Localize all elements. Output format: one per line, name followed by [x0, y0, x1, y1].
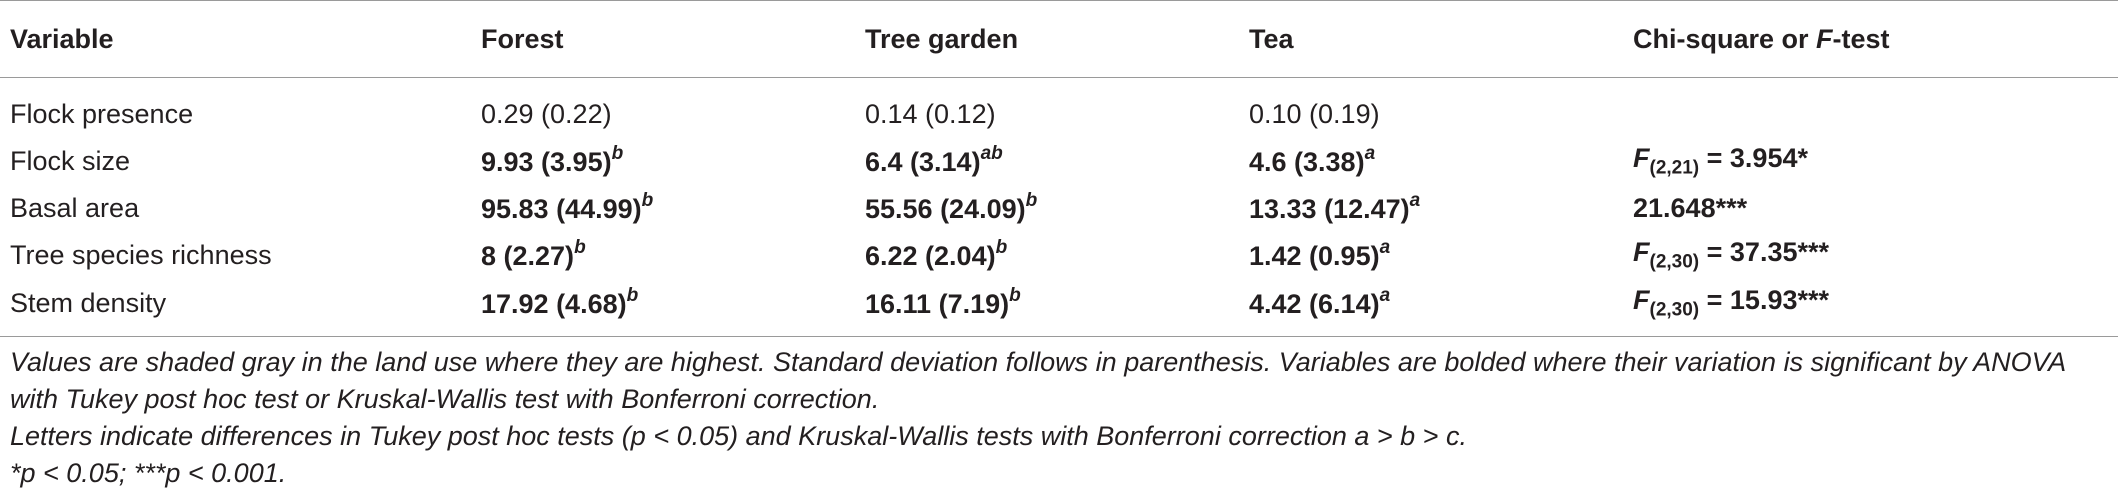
cell-tree-garden-letter: b: [1009, 285, 1021, 306]
footnote-letters: Letters indicate differences in Tukey po…: [10, 421, 1467, 451]
cell-tea-letter: a: [1409, 189, 1421, 211]
cell-test-value: = 15.93***: [1699, 285, 1829, 316]
header-tree-garden: Tree garden: [865, 23, 1019, 54]
cell-tree-garden-letter: ab: [980, 142, 1003, 164]
cell-forest-value: 17.92 (4.68): [481, 289, 627, 319]
cell-forest: 9.93 (3.95)b: [471, 138, 855, 185]
footnote-shading: Values are shaded gray in the land use w…: [10, 347, 2066, 414]
cell-forest-letter: b: [574, 236, 586, 258]
cell-tree-garden: 55.56 (24.09)b: [855, 185, 1239, 232]
cell-forest-value: 9.93 (3.95): [481, 146, 612, 177]
header-test-f-symbol: F: [1816, 23, 1833, 54]
table-row: Flock presence 0.29 (0.22) 0.14 (0.12) 0.10…: [0, 78, 2118, 138]
cell-test-stat: F: [1633, 236, 1650, 267]
table-header: Variable Forest Tree garden Tea Chi-squa…: [0, 0, 2118, 78]
table-row: Stem density 17.92 (4.68)b 16.11 (7.19)b 4.…: [0, 279, 2118, 329]
cell-tree-garden: 16.11 (7.19)b: [855, 279, 1239, 329]
cell-test-df: (2,30): [1649, 251, 1700, 273]
table-row: Tree species richness 8 (2.27)b 6.22 (2.04…: [0, 232, 2118, 279]
cell-test-value: = 3.954*: [1699, 142, 1808, 173]
cell-test-df: (2,21): [1649, 157, 1700, 179]
header-tea: Tea: [1249, 23, 1294, 54]
cell-tree-garden: 6.22 (2.04)b: [855, 232, 1239, 279]
cell-forest-letter: b: [626, 285, 639, 306]
header-forest: Forest: [481, 23, 564, 54]
cell-forest: 95.83 (44.99)b: [471, 185, 855, 232]
table-row: Basal area 95.83 (44.99)b 55.56 (24.09)b 13…: [0, 185, 2118, 232]
cell-test: 21.648***: [1623, 185, 2118, 232]
cell-tea-value: 13.33 (12.47): [1249, 193, 1410, 224]
cell-tree-garden-value: 16.11 (7.19): [865, 289, 1010, 319]
header-test: Chi-square or F-test: [1633, 23, 1890, 54]
cell-tea-value: 1.42 (0.95): [1249, 240, 1380, 271]
cell-tea-value: 0.10 (0.19): [1249, 99, 1380, 130]
cell-tea-letter: a: [1379, 236, 1391, 258]
cell-test: F(2,30) = 15.93***: [1623, 279, 2118, 329]
cell-tree-garden-value: 0.14 (0.12): [865, 99, 996, 130]
header-variable: Variable: [10, 23, 114, 54]
table-footnotes: Values are shaded gray in the land use w…: [10, 344, 2105, 492]
cell-test-value: 21.648***: [1633, 192, 1748, 223]
cell-tree-garden: 0.14 (0.12): [855, 78, 1239, 138]
cell-tree-garden: 6.4 (3.14)ab: [855, 138, 1239, 185]
cell-variable: Tree species richness: [10, 239, 272, 270]
cell-tea: 4.42 (6.14)a: [1239, 279, 1623, 329]
cell-forest-letter: b: [611, 142, 624, 164]
footnote-significance: *p < 0.05; ***p < 0.001.: [10, 458, 287, 488]
results-table-container: Variable Forest Tree garden Tea Chi-squa…: [0, 0, 2118, 329]
cell-forest: 17.92 (4.68)b: [471, 279, 855, 329]
cell-tea: 1.42 (0.95)a: [1239, 232, 1623, 279]
cell-tree-garden-value: 6.4 (3.14): [865, 146, 981, 177]
cell-tree-garden-value: 55.56 (24.09): [865, 193, 1026, 224]
cell-test: F(2,30) = 37.35***: [1623, 232, 2118, 279]
cell-tea-letter: a: [1379, 285, 1391, 306]
cell-forest-letter: b: [641, 189, 654, 211]
cell-tree-garden-value: 6.22 (2.04): [865, 240, 996, 271]
results-table: Variable Forest Tree garden Tea Chi-squa…: [0, 0, 2118, 329]
cell-forest-value: 95.83 (44.99): [481, 193, 642, 224]
cell-variable: Stem density: [10, 288, 167, 318]
cell-test: [1623, 78, 2118, 138]
header-row: Variable Forest Tree garden Tea Chi-squa…: [0, 0, 2118, 78]
cell-tea-letter: a: [1364, 142, 1376, 164]
cell-test-value: = 37.35***: [1699, 236, 1829, 267]
cell-tea: 0.10 (0.19): [1239, 78, 1623, 138]
cell-tea-value: 4.42 (6.14): [1249, 289, 1380, 319]
cell-tree-garden-letter: b: [1025, 189, 1038, 211]
cell-tea-value: 4.6 (3.38): [1249, 146, 1365, 177]
table-bottom-rule: [0, 336, 2118, 337]
table-body: Flock presence 0.29 (0.22) 0.14 (0.12) 0.10…: [0, 78, 2118, 329]
cell-tea: 13.33 (12.47)a: [1239, 185, 1623, 232]
cell-test-stat: F: [1633, 142, 1650, 173]
cell-forest-value: 0.29 (0.22): [481, 99, 612, 130]
cell-forest-value: 8 (2.27): [481, 240, 575, 271]
cell-forest: 0.29 (0.22): [471, 78, 855, 138]
cell-variable: Basal area: [10, 192, 140, 223]
cell-test-df: (2,30): [1649, 299, 1700, 321]
cell-forest: 8 (2.27)b: [471, 232, 855, 279]
table-row: Flock size 9.93 (3.95)b 6.4 (3.14)ab 4.6 (3…: [0, 138, 2118, 185]
cell-variable: Flock presence: [10, 99, 194, 130]
cell-tea: 4.6 (3.38)a: [1239, 138, 1623, 185]
cell-test: F(2,21) = 3.954*: [1623, 138, 2118, 185]
cell-test-stat: F: [1633, 285, 1650, 316]
cell-variable: Flock size: [10, 145, 131, 176]
cell-tree-garden-letter: b: [995, 236, 1008, 258]
